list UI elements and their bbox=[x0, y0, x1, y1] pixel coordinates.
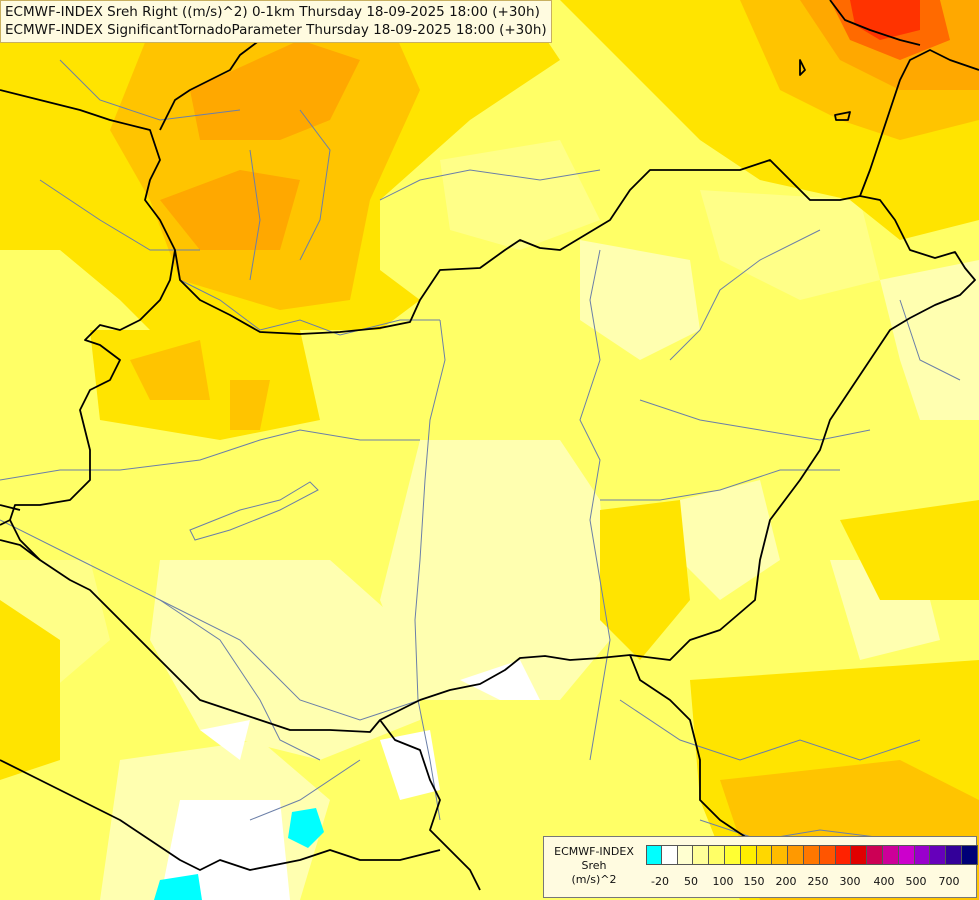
legend-swatch bbox=[677, 845, 694, 865]
legend-tick-label: 700 bbox=[938, 875, 960, 888]
legend-swatch bbox=[756, 845, 773, 865]
legend-swatch bbox=[740, 845, 757, 865]
legend-swatch bbox=[914, 845, 931, 865]
legend-swatch bbox=[867, 845, 883, 865]
legend-tick-label: -20 bbox=[651, 875, 669, 888]
legend-swatch bbox=[724, 845, 741, 865]
legend-tick-label: 200 bbox=[775, 875, 797, 888]
legend-swatch bbox=[835, 845, 852, 865]
map-title-line-1: ECMWF-INDEX Sreh Right ((m/s)^2) 0-1km T… bbox=[5, 4, 540, 20]
field-low-zones bbox=[154, 660, 540, 900]
legend-swatches bbox=[646, 845, 978, 865]
legend-swatch bbox=[882, 845, 899, 865]
legend-swatch bbox=[661, 845, 678, 865]
legend-tick-label: 150 bbox=[743, 875, 765, 888]
legend-swatch bbox=[961, 845, 978, 865]
legend-title-line-3: (m/s)^2 bbox=[571, 873, 617, 886]
legend-swatch bbox=[819, 845, 836, 865]
legend-tick-label: 300 bbox=[839, 875, 861, 888]
field-light-zones bbox=[0, 140, 880, 700]
map-title-line-2: ECMWF-INDEX SignificantTornadoParameter … bbox=[5, 22, 547, 38]
legend-swatch bbox=[709, 845, 725, 865]
legend-swatch bbox=[772, 845, 789, 865]
legend-swatch bbox=[851, 845, 868, 865]
legend-ticks: -20 50 100 150 200 250 300 400 500 700 bbox=[646, 875, 976, 889]
legend-swatch bbox=[788, 845, 804, 865]
legend-title: ECMWF-INDEX Sreh (m/s)^2 bbox=[546, 845, 642, 887]
legend-tick-label: 500 bbox=[905, 875, 927, 888]
legend-tick-label: 400 bbox=[873, 875, 895, 888]
legend-tick-label: 250 bbox=[807, 875, 829, 888]
legend-swatch bbox=[646, 845, 662, 865]
legend-tick-label: 100 bbox=[712, 875, 734, 888]
map-title-box: ECMWF-INDEX Sreh Right ((m/s)^2) 0-1km T… bbox=[0, 0, 552, 43]
legend-swatch bbox=[898, 845, 915, 865]
legend-title-line-1: ECMWF-INDEX bbox=[554, 845, 634, 858]
color-legend: ECMWF-INDEX Sreh (m/s)^2 -20 50 100 150 200 2… bbox=[543, 836, 978, 898]
legend-swatch bbox=[803, 845, 820, 865]
legend-swatch bbox=[946, 845, 962, 865]
legend-swatch bbox=[930, 845, 947, 865]
legend-tick-label: 50 bbox=[684, 875, 698, 888]
legend-title-line-2: Sreh bbox=[581, 859, 607, 872]
legend-swatch bbox=[693, 845, 710, 865]
